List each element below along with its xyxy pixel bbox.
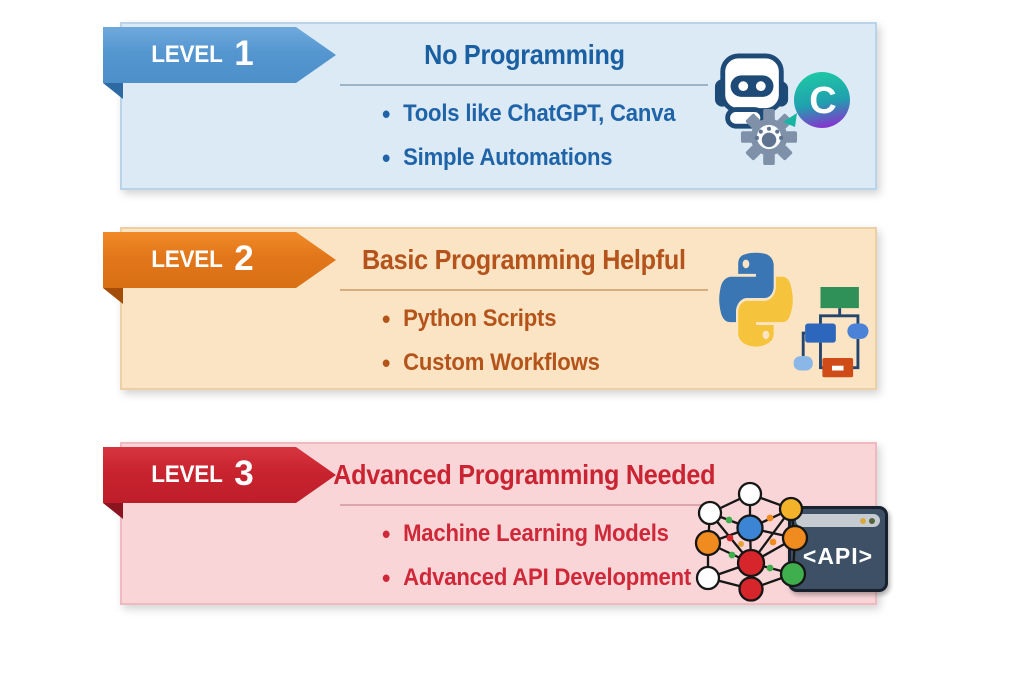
bullet-item: Python Scripts bbox=[382, 297, 600, 341]
title-divider bbox=[340, 84, 708, 86]
level-3-title: Advanced Programming Needed bbox=[333, 459, 716, 490]
level-3-badge: LEVEL 3 bbox=[103, 447, 336, 503]
python-icon bbox=[710, 251, 802, 367]
flowchart-icon bbox=[793, 287, 871, 383]
level-2-badge: LEVEL 2 bbox=[103, 232, 336, 288]
canva-logo-tail bbox=[782, 112, 800, 130]
level-2-title: Basic Programming Helpful bbox=[362, 244, 686, 275]
neural-network-icon bbox=[694, 481, 812, 603]
titlebar-dot-icon bbox=[869, 517, 875, 524]
titlebar-dot-icon bbox=[860, 517, 866, 524]
level-1-bullets: Tools like ChatGPT, Canva Simple Automat… bbox=[382, 92, 701, 180]
gear-icon bbox=[740, 108, 798, 166]
badge-number: 1 bbox=[234, 33, 254, 73]
level-2-bullets: Python Scripts Custom Workflows bbox=[382, 297, 619, 385]
badge-prefix: LEVEL bbox=[151, 41, 224, 68]
level-1-badge: LEVEL 1 bbox=[103, 27, 336, 83]
level-1-title: No Programming bbox=[423, 39, 625, 70]
title-divider bbox=[340, 504, 708, 506]
badge-number: 2 bbox=[234, 238, 254, 278]
canva-logo-icon: C bbox=[792, 70, 852, 130]
bullet-item: Simple Automations bbox=[382, 136, 675, 180]
level-3-bullets: Machine Learning Models Advanced API Dev… bbox=[382, 512, 718, 600]
api-window-titlebar bbox=[796, 514, 880, 527]
title-divider bbox=[340, 289, 708, 291]
badge-prefix: LEVEL bbox=[151, 461, 224, 488]
ribbon-fold bbox=[103, 83, 123, 99]
badge-number: 3 bbox=[234, 453, 254, 493]
badge-prefix: LEVEL bbox=[151, 246, 224, 273]
canva-letter: C bbox=[809, 80, 836, 122]
bullet-item: Tools like ChatGPT, Canva bbox=[382, 92, 675, 136]
bullet-item: Advanced API Development bbox=[382, 556, 691, 600]
bullet-item: Custom Workflows bbox=[382, 341, 600, 385]
bullet-item: Machine Learning Models bbox=[382, 512, 691, 556]
api-label: <API> bbox=[802, 543, 874, 569]
ribbon-fold bbox=[103, 503, 123, 519]
robot-icon bbox=[714, 50, 792, 134]
